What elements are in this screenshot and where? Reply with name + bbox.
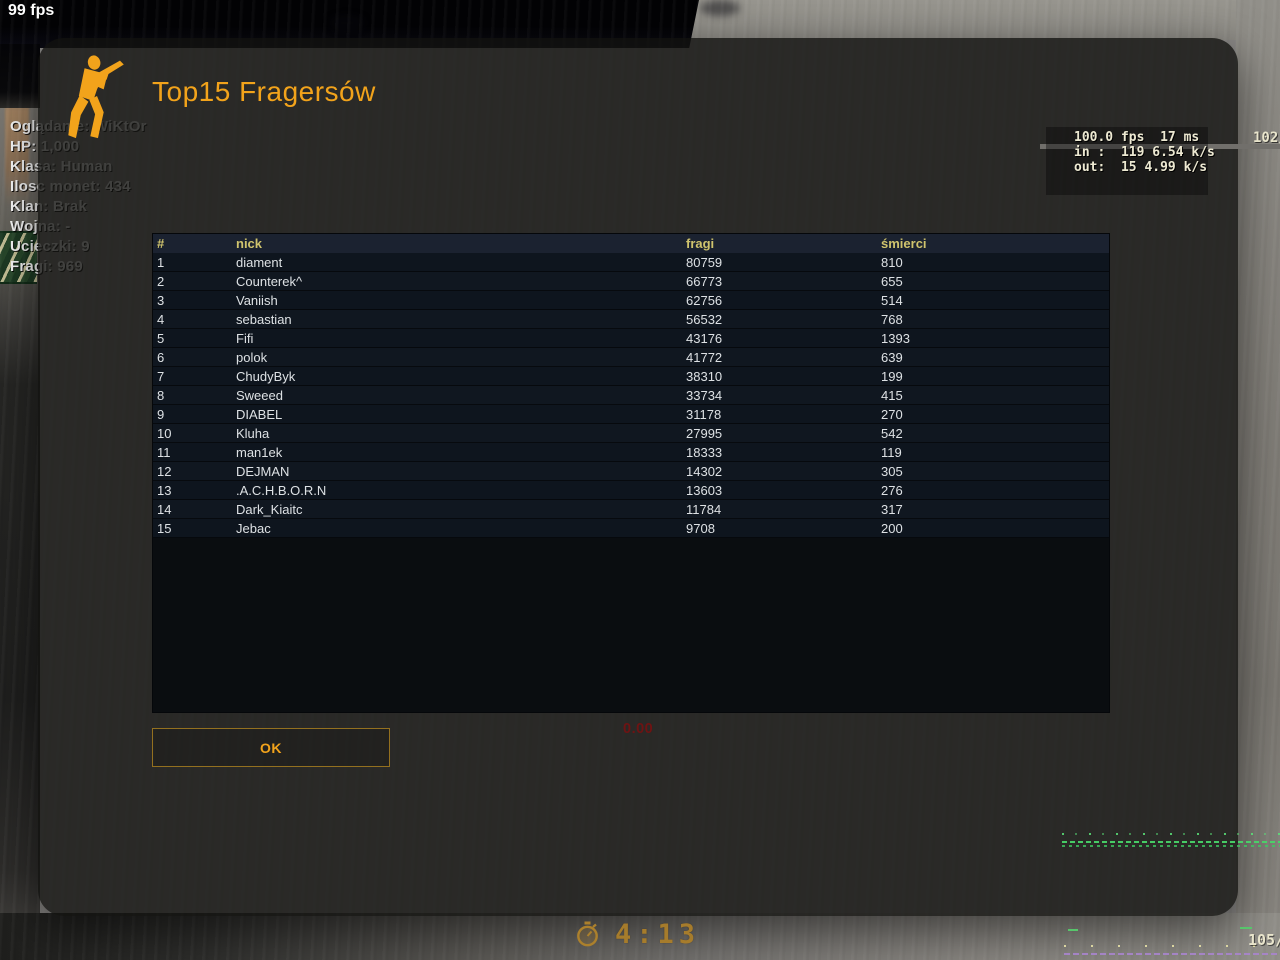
ceiling-shadow-left [0,44,40,108]
table-header-row: # nick fragi śmierci [153,234,1109,253]
netgraph-purple-trace [1064,953,1280,955]
fps-counter: 99 fps [8,2,55,19]
dialog-title: Top15 Fragersów [152,76,376,107]
netgraph-background [1046,127,1208,195]
table-row[interactable]: 4 sebastian 56532 768 [153,310,1109,329]
round-timer: 4:13 [575,919,700,950]
table-row[interactable]: 6 polok 41772 639 [153,348,1109,367]
col-header-frags: fragi [686,236,715,251]
table-row[interactable]: 15 Jebac 9708 200 [153,519,1109,538]
table-row[interactable]: 8 Sweeed 33734 415 [153,386,1109,405]
wall-right [1236,0,1280,960]
table-row[interactable]: 12 DEJMAN 14302 305 [153,462,1109,481]
netgraph-green-trace [1062,833,1280,835]
wall-smudge [700,0,740,16]
netgraph-line: 100.0 fps 17 ms [1074,130,1200,145]
table-row[interactable]: 11 man1ek 18333 119 [153,443,1109,462]
hud-red-value: 0.00 [623,721,654,737]
ammo-counter-top: 102/ [1253,130,1280,146]
netgraph-green-trace [1062,841,1280,843]
leaderboard-rows: 1 diament 80759 810 2 Counterek^ 66773 655 3 Vani… [153,253,1109,538]
ammo-counter-bottom: 105/ [1248,931,1280,949]
table-row[interactable]: 1 diament 80759 810 [153,253,1109,272]
top15-dialog: Top15 Fragersów # nick fragi śmierci 1 di… [38,38,1238,916]
cs-logo-icon [68,55,124,139]
table-row[interactable]: 7 ChudyByk 38310 199 [153,367,1109,386]
table-row[interactable]: 2 Counterek^ 66773 655 [153,272,1109,291]
table-row[interactable]: 14 Dark_Kiaitc 11784 317 [153,500,1109,519]
table-row[interactable]: 10 Kluha 27995 542 [153,424,1109,443]
wall-smudge [330,16,364,30]
netgraph-yellow-dots [1064,945,1280,947]
netgraph-timeline [1040,144,1280,149]
col-header-rank: # [157,236,165,251]
netgraph-line: in : 119 6.54 k/s [1074,145,1215,160]
netgraph-green-dash [1068,929,1078,931]
plant-decal [0,231,37,284]
col-header-nick: nick [236,236,263,251]
netgraph-green-trace [1062,845,1280,847]
netgraph-line: out: 15 4.99 k/s [1074,160,1208,175]
table-row[interactable]: 5 Fifi 43176 1393 [153,329,1109,348]
netgraph-text: 100.0 fps 17 ms in : 119 6.54 k/s out: 15 … [1074,130,1215,175]
table-row[interactable]: 13 .A.C.H.B.O.R.N 13603 276 [153,481,1109,500]
timer-digits: 4:13 [615,919,701,950]
wall-bottom [0,913,1280,960]
leaderboard-table: # nick fragi śmierci 1 diament 80759 810 2 Co… [152,233,1110,713]
stopwatch-icon [577,921,598,947]
table-row[interactable]: 9 DIABEL 31178 270 [153,405,1109,424]
col-header-deaths: śmierci [881,236,927,251]
ok-button[interactable]: OK [152,728,390,767]
table-row[interactable]: 3 Vaniish 62756 514 [153,291,1109,310]
netgraph-green-dash [1240,927,1252,929]
